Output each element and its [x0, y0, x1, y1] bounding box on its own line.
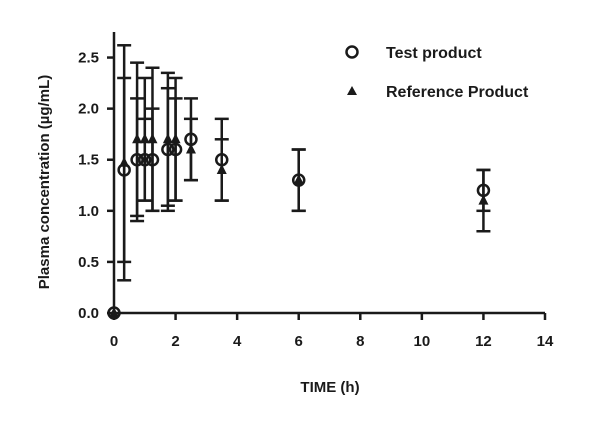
x-tick-label: 12 [475, 333, 492, 350]
data-markers [107, 132, 491, 320]
x-tick-label: 2 [171, 333, 179, 350]
reference-triangle-point [185, 143, 196, 154]
legend: Test product Reference Product [345, 45, 529, 101]
y-tick-label: 1.5 [78, 152, 99, 169]
legend-label-test: Test product [386, 45, 482, 62]
x-tick-label: 14 [537, 333, 554, 350]
x-tick-label: 4 [233, 333, 242, 350]
test-circle-point [215, 152, 229, 167]
reference-triangle-point [293, 174, 304, 185]
test-circle-point [184, 132, 198, 147]
axes [112, 32, 545, 315]
test-circle-point [130, 152, 144, 167]
y-ticks: 0.0 0.5 1.0 1.5 2.0 2.5 [78, 50, 114, 322]
reference-triangle-point [109, 307, 119, 317]
legend-circle-marker [345, 45, 359, 59]
x-tick-label: 6 [295, 333, 303, 350]
reference-triangle-point [170, 133, 181, 144]
reference-triangle-point [162, 133, 173, 144]
reference-triangle-point [147, 133, 158, 144]
test-circle-point [476, 183, 491, 198]
reference-triangle-point [216, 163, 227, 174]
y-tick-label: 2.5 [78, 50, 99, 67]
y-tick-label: 0.5 [78, 254, 99, 271]
test-circle-point [161, 142, 175, 157]
legend-label-reference: Reference Product [386, 84, 529, 101]
test-circle-point [168, 142, 183, 157]
y-tick-label: 2.0 [78, 101, 99, 118]
y-axis-title: Plasma concentration (µg/mL) [36, 75, 53, 290]
reference-triangle-point [132, 133, 143, 144]
x-axis-title: TIME (h) [300, 379, 359, 396]
test-circle-point [117, 163, 131, 177]
test-circle-point [291, 173, 306, 187]
legend-triangle-marker [347, 86, 357, 95]
y-tick-label: 0.0 [78, 305, 99, 322]
x-tick-label: 10 [414, 333, 431, 350]
reference-triangle-point [478, 194, 489, 205]
y-tick-label: 1.0 [78, 203, 99, 220]
x-tick-label: 8 [356, 333, 364, 350]
test-circle-point [107, 306, 121, 320]
error-bars [117, 44, 491, 282]
x-ticks: 0 2 4 6 8 10 12 14 [110, 313, 554, 350]
test-circle-point [138, 152, 152, 167]
reference-triangle-point [139, 133, 150, 144]
x-tick-label: 0 [110, 333, 118, 350]
test-circle-point [145, 152, 160, 167]
